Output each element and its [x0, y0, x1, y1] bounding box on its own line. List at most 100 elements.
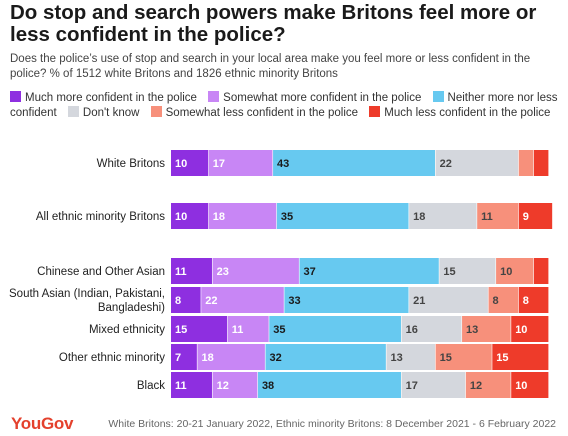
data-label: 21 — [413, 295, 425, 307]
bar-segment — [208, 203, 277, 229]
data-label: 17 — [213, 158, 225, 170]
bar-row: South Asian (Indian, Pakistani, Banglades… — [9, 287, 549, 314]
category-label: South Asian (Indian, Pakistani, Banglades… — [9, 288, 165, 314]
bar-segment — [518, 287, 549, 313]
chart-title: Do stop and search powers make Britons f… — [10, 1, 537, 46]
data-label: 8 — [175, 295, 181, 307]
legend-swatch — [10, 91, 21, 102]
data-label: 15 — [496, 352, 508, 364]
data-label: 23 — [217, 266, 229, 278]
data-label: 37 — [304, 266, 316, 278]
bar-segment — [386, 344, 435, 370]
bar-segment — [227, 316, 269, 342]
data-label: 12 — [470, 380, 482, 392]
data-label: 11 — [481, 211, 493, 223]
bar-segment — [171, 258, 212, 284]
legend-swatch — [369, 106, 381, 117]
data-label: 38 — [262, 380, 274, 392]
bar-segment — [171, 287, 201, 313]
legend-swatch — [432, 91, 444, 102]
bar-segment — [492, 344, 549, 370]
yougov-logo: YouGov — [11, 414, 74, 433]
data-label: 15 — [443, 266, 455, 278]
fieldwork-dates-note: White Britons: 20-21 January 2022, Ethni… — [108, 418, 556, 430]
legend-swatch — [150, 106, 162, 117]
data-label: 15 — [440, 352, 452, 364]
legend-item-much-more: Much more confident in the police — [10, 91, 197, 104]
bar-segment — [171, 316, 228, 342]
legend-label: Somewhat more confident in the police — [223, 92, 422, 104]
legend-swatch — [67, 106, 79, 117]
bar-segment — [201, 287, 284, 313]
bar-segment — [477, 203, 519, 229]
bar-row: Chinese and Other Asian 11 23 37 15 10 — [37, 258, 549, 284]
bar-segment — [171, 203, 209, 229]
category-label: Black — [137, 380, 165, 392]
bar-segment — [401, 316, 462, 342]
data-label: 22 — [440, 158, 452, 170]
bar-segment — [409, 287, 488, 313]
bar-segment — [465, 372, 511, 398]
legend-swatch — [208, 91, 220, 102]
data-label: 35 — [273, 324, 285, 336]
data-label: 32 — [270, 352, 282, 364]
data-label: 8 — [523, 295, 529, 307]
bar-segment — [511, 316, 549, 342]
legend-item-somewhat-less: Somewhat less confident in the police — [150, 106, 359, 119]
bar-segment — [171, 150, 209, 176]
legend-label: Don't know — [82, 107, 140, 119]
bar-row: All ethnic minority Britons 10 18 35 18 11 9 — [36, 203, 553, 229]
bar-segment — [208, 150, 273, 176]
data-label: 22 — [205, 295, 217, 307]
data-label: 9 — [523, 211, 529, 223]
data-label: 17 — [406, 380, 418, 392]
bar-segment — [265, 344, 386, 370]
data-label: 7 — [175, 352, 181, 364]
bar-row: White Britons 10 17 43 22 — [97, 150, 549, 176]
bar-segment — [276, 203, 409, 229]
category-label: Mixed ethnicity — [89, 324, 165, 336]
bar-segment — [488, 287, 519, 313]
data-label: 13 — [390, 352, 402, 364]
bar-segment — [533, 150, 549, 176]
data-label: 33 — [288, 295, 300, 307]
bar-segment — [518, 150, 534, 176]
chart-subtitle: Does the police’s use of stop and search… — [10, 53, 531, 80]
bar-segment — [171, 344, 197, 370]
bar-segment — [435, 344, 492, 370]
bar-segment — [401, 372, 466, 398]
category-label: Chinese and Other Asian — [37, 266, 165, 278]
category-label: Other ethnic minority — [59, 352, 165, 364]
bar-segment — [273, 150, 435, 176]
data-label: 43 — [277, 158, 289, 170]
legend-item-somewhat-more: Somewhat more confident in the police — [208, 91, 422, 104]
data-label: 16 — [406, 324, 418, 336]
bar-segment — [409, 203, 477, 229]
legend-item-dont-know: Don't know — [67, 106, 140, 119]
bar-row: Mixed ethnicity 15 11 35 16 13 10 — [89, 316, 549, 342]
data-label: 13 — [466, 324, 478, 336]
bar-segment — [171, 372, 212, 398]
bar-segment — [269, 316, 401, 342]
bar-segment — [284, 287, 409, 313]
bar-segment — [511, 372, 549, 398]
bar-segment — [212, 258, 299, 284]
data-label: 10 — [515, 380, 527, 392]
legend-label: Much more confident in the police — [25, 92, 197, 104]
bar-segment — [299, 258, 439, 284]
legend-item-much-less: Much less confident in the police — [369, 106, 551, 119]
legend-label: Much less confident in the police — [384, 107, 551, 119]
category-label: White Britons — [97, 158, 166, 170]
bar-segment — [257, 372, 401, 398]
legend: Much more confident in the police Somewh… — [10, 91, 560, 121]
data-label: 35 — [281, 211, 293, 223]
bar-row: Other ethnic minority 7 18 32 13 15 15 — [59, 344, 549, 370]
data-label: 8 — [493, 295, 499, 307]
bar-segment — [212, 372, 258, 398]
data-label: 10 — [500, 266, 512, 278]
data-label: 11 — [175, 266, 187, 278]
legend-label: Somewhat less confident in the police — [165, 107, 359, 119]
bar-row: Black 11 12 38 17 12 10 — [137, 372, 549, 398]
bar-segment — [496, 258, 534, 284]
